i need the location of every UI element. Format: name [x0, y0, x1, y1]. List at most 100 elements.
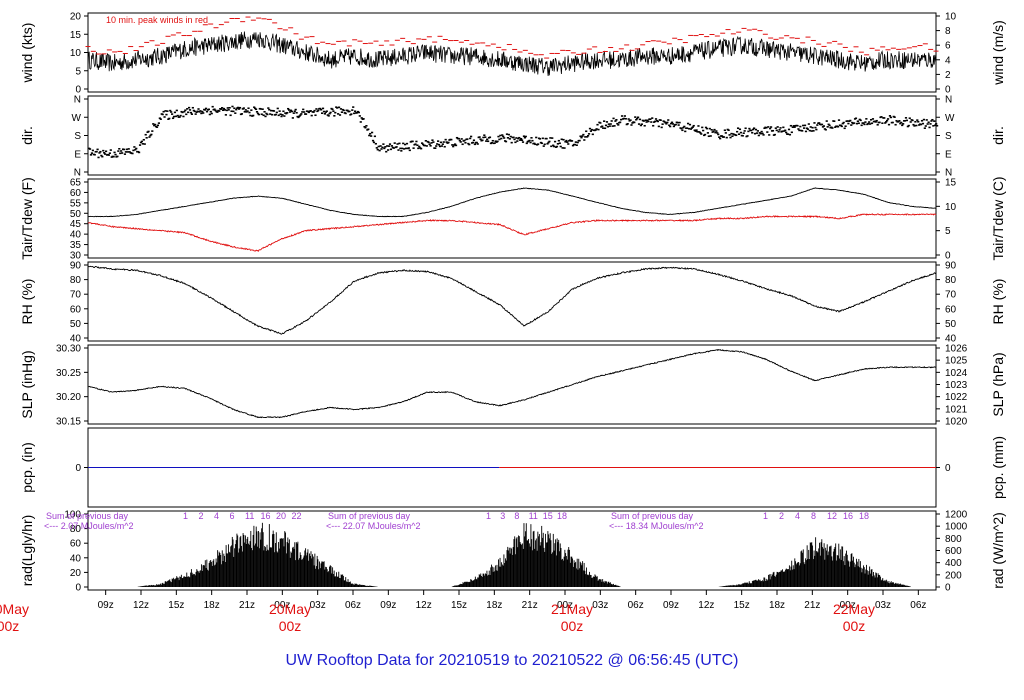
direction-point	[159, 118, 162, 120]
direction-point	[405, 142, 409, 145]
direction-point	[602, 127, 605, 129]
direction-point	[826, 126, 829, 128]
direction-point	[812, 130, 815, 132]
ytick-left-label: 5	[75, 66, 81, 77]
direction-point	[185, 113, 188, 116]
direction-point	[824, 128, 827, 131]
direction-point	[555, 145, 559, 148]
xtick-label: 03z	[310, 600, 326, 611]
direction-point	[762, 134, 765, 136]
direction-point	[137, 151, 141, 154]
direction-point	[337, 113, 340, 115]
direction-point	[199, 110, 202, 112]
direction-point	[522, 135, 526, 138]
direction-point	[229, 114, 232, 117]
ytick-left-label: W	[72, 113, 82, 124]
direction-point	[807, 123, 810, 125]
direction-point	[195, 111, 198, 114]
direction-point	[933, 120, 936, 122]
ytick-left-label: 0	[75, 463, 81, 474]
ytick-right-label: 15	[945, 178, 957, 189]
ytick-left-label: S	[74, 131, 81, 142]
ytick-right-label: 200	[945, 570, 962, 581]
direction-point	[270, 109, 273, 112]
solar-hour-label: 3	[500, 511, 505, 521]
direction-point	[458, 139, 461, 142]
direction-point	[269, 113, 272, 115]
ylabel-right-temperature: Tair/Tdew (C)	[990, 176, 1006, 260]
direction-point	[259, 108, 262, 110]
xtick-label: 00z	[274, 600, 290, 611]
direction-point	[164, 110, 167, 112]
direction-point	[698, 131, 701, 133]
direction-point	[535, 136, 538, 139]
direction-point	[470, 135, 473, 138]
solar-sum-note-title: Sum of previous day	[46, 511, 129, 521]
ytick-left-label: 80	[70, 524, 82, 535]
direction-point	[127, 148, 130, 150]
direction-point	[654, 118, 658, 120]
direction-point	[760, 130, 763, 133]
ytick-right-label: 8	[945, 26, 951, 37]
direction-point	[805, 127, 809, 130]
direction-point	[142, 138, 145, 141]
direction-point	[676, 121, 679, 124]
direction-point	[836, 125, 840, 128]
ylabel-right-humidity: RH (%)	[990, 279, 1006, 325]
direction-point	[275, 111, 278, 114]
direction-point	[154, 123, 157, 126]
direction-point	[395, 146, 398, 148]
direction-point	[372, 141, 376, 144]
direction-point	[609, 123, 612, 125]
direction-point	[604, 124, 608, 127]
xtick-label: 18z	[769, 600, 785, 611]
direction-point	[148, 136, 151, 138]
direction-point	[590, 128, 593, 131]
direction-point	[428, 143, 431, 146]
direction-point	[226, 107, 229, 109]
direction-point	[627, 118, 630, 120]
direction-point	[435, 145, 438, 147]
ytick-left-label: 50	[70, 319, 82, 330]
direction-point	[781, 130, 784, 133]
direction-point	[633, 121, 636, 124]
direction-point	[690, 127, 693, 129]
direction-point	[250, 109, 253, 111]
direction-point	[187, 106, 191, 109]
direction-point	[190, 113, 194, 115]
direction-point	[611, 125, 614, 127]
direction-point	[145, 137, 148, 139]
direction-point	[299, 114, 302, 116]
ytick-right-label: 1000	[945, 522, 968, 533]
direction-point	[387, 145, 391, 147]
direction-point	[512, 136, 515, 139]
direction-point	[496, 140, 499, 143]
direction-point	[202, 112, 205, 114]
direction-point	[914, 120, 917, 123]
direction-point	[104, 153, 107, 155]
direction-point	[290, 110, 294, 113]
direction-point	[354, 110, 357, 113]
direction-point	[851, 121, 854, 124]
direction-point	[716, 132, 719, 134]
direction-point	[789, 124, 792, 127]
direction-point	[113, 151, 116, 154]
direction-point	[931, 118, 934, 121]
direction-point	[799, 125, 802, 128]
direction-point	[849, 119, 852, 122]
xtick-label: 15z	[451, 600, 467, 611]
direction-point	[516, 140, 519, 142]
direction-point	[548, 140, 551, 143]
direction-point	[362, 118, 365, 120]
direction-point	[668, 124, 671, 127]
direction-point	[322, 110, 326, 113]
direction-point	[664, 121, 667, 124]
direction-point	[905, 119, 909, 122]
direction-point	[919, 123, 923, 126]
direction-point	[617, 124, 620, 126]
direction-point	[246, 110, 249, 112]
direction-point	[398, 142, 401, 145]
direction-point	[881, 122, 884, 125]
direction-point	[886, 118, 890, 120]
direction-point	[566, 141, 569, 143]
